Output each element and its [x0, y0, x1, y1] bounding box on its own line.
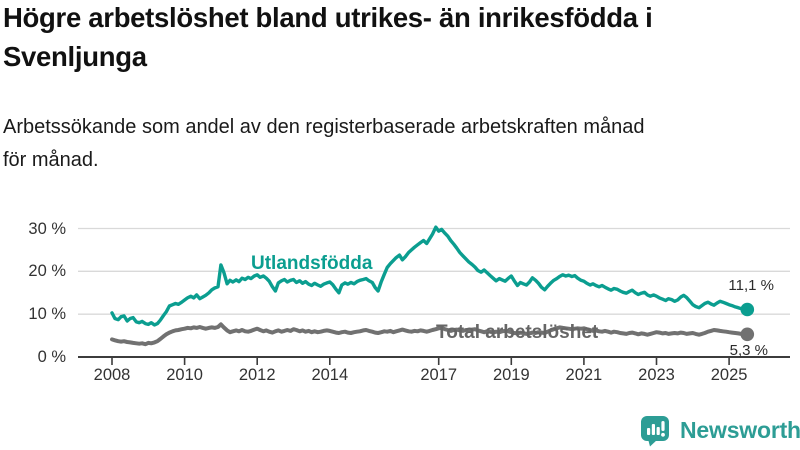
- x-tick-label: 2017: [420, 366, 458, 384]
- bar-chart-speech-bubble-icon: [641, 416, 669, 447]
- x-tick-label: 2012: [238, 366, 276, 384]
- x-axis-labels: 2008 2010 2012 2014 2017 2019 2021 2023 2025: [0, 366, 800, 388]
- y-tick-label: 0 %: [37, 348, 66, 366]
- newsworthy-logo: Newsworthy: [638, 413, 800, 447]
- newsworthy-brand-text: Newsworthy: [680, 416, 800, 443]
- y-tick-label: 20 %: [28, 262, 66, 281]
- end-value-label-total: 5,3 %: [729, 342, 768, 359]
- x-tick-label: 2023: [638, 366, 675, 384]
- x-tick-label: 2008: [93, 366, 131, 384]
- series-label-utlandsfodda: Utlandsfödda: [251, 253, 373, 274]
- page-subtitle: Arbetssökande som andel av den registerb…: [3, 116, 645, 171]
- x-tick-label: 2019: [492, 366, 530, 384]
- y-tick-label: 10 %: [28, 305, 66, 324]
- x-tick-label: 2021: [565, 366, 603, 384]
- y-tick-label: 30 %: [28, 219, 66, 238]
- x-tick-label: 2025: [710, 366, 748, 384]
- x-tick-label: 2010: [166, 366, 203, 384]
- page-title: Högre arbetslöshet bland utrikes- än inr…: [3, 2, 653, 72]
- end-value-label-utlandsfodda: 11,1 %: [728, 277, 774, 294]
- x-tick-label: 2014: [311, 366, 349, 384]
- series-label-total-arbetsloshet: Total arbetslöshet: [436, 322, 599, 343]
- y-axis-labels: 0 % 10 % 20 % 30 %: [10, 0, 66, 450]
